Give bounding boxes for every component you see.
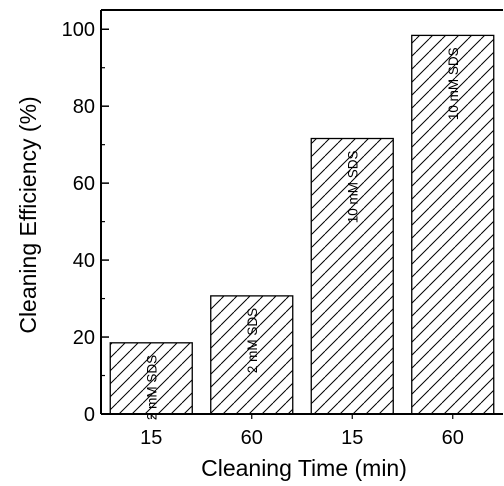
- x-tick-label: 60: [442, 427, 464, 449]
- bar-data-label: 2 mM SDS: [144, 355, 159, 420]
- y-tick-label: 20: [73, 327, 95, 349]
- y-axis-title: Cleaning Efficiency (%): [15, 96, 41, 333]
- x-tick-label: 15: [140, 427, 162, 449]
- y-tick-label: 60: [73, 173, 95, 195]
- bar-data-label: 2 mM SDS: [245, 308, 260, 373]
- y-tick-label: 100: [62, 19, 95, 41]
- bar: [210, 295, 294, 415]
- x-axis-title: Cleaning Time (min): [201, 455, 407, 481]
- bar: [109, 342, 193, 415]
- bars: 2 mM SDS 2 mM SDS 10 mM SDS 10 mM SDS: [109, 34, 495, 420]
- bar-data-label: 10 mM SDS: [446, 47, 461, 120]
- x-tick-label: 15: [341, 427, 363, 449]
- x-tick-label: 60: [241, 427, 263, 449]
- bar: [411, 34, 495, 415]
- y-tick-label: 80: [73, 96, 95, 118]
- y-tick-label: 40: [73, 250, 95, 272]
- y-tick-label: 0: [84, 404, 95, 426]
- y-axis: 0 20 40 60 80 100: [62, 19, 109, 426]
- bar-data-label: 10 mM SDS: [345, 151, 360, 224]
- x-axis: 15 60 15 60: [140, 414, 464, 449]
- bar: [310, 137, 394, 415]
